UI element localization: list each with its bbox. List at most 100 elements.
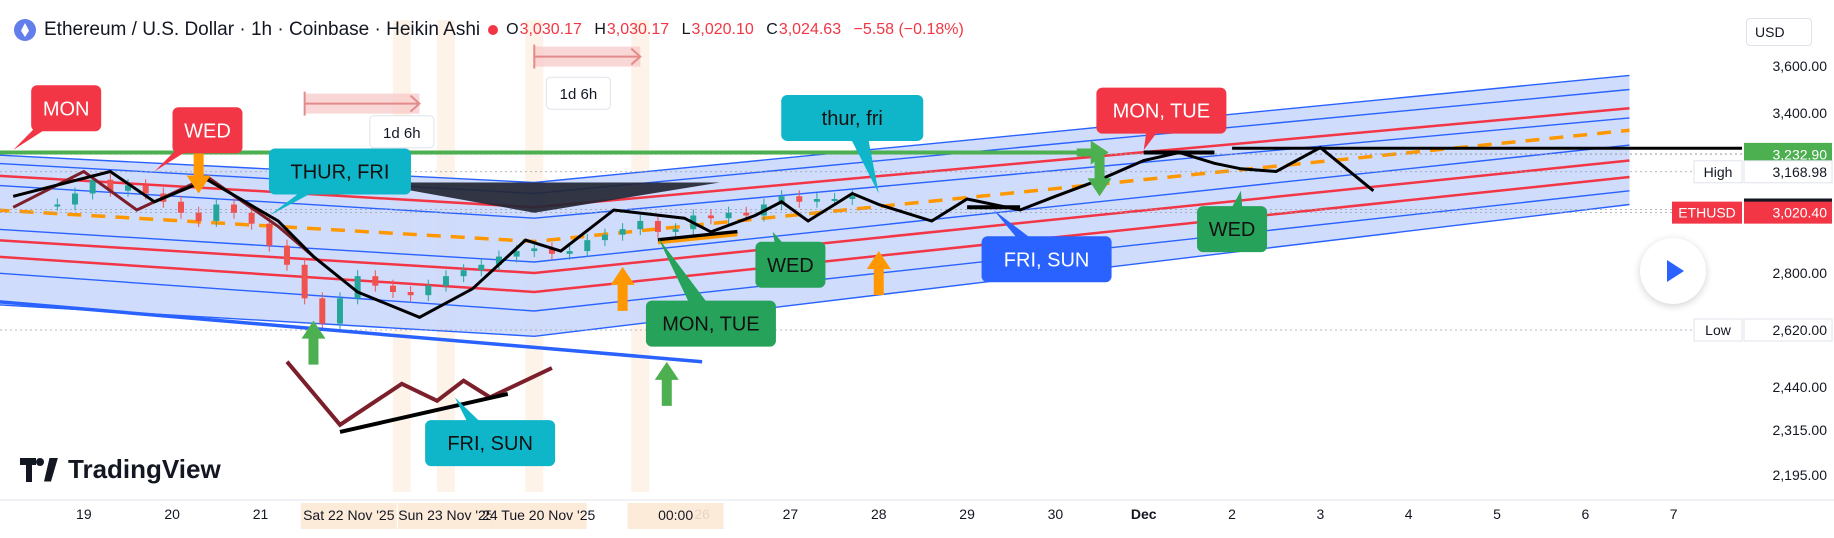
time-cursor-box	[300, 503, 397, 529]
callout-label: WED	[184, 120, 231, 142]
callout-box	[981, 236, 1112, 283]
price-tag	[1743, 160, 1833, 184]
callout-label: MON	[43, 98, 90, 120]
time-cursor-box	[397, 503, 494, 529]
price-tag-caption-box	[1693, 318, 1743, 342]
price-tag	[1743, 318, 1833, 342]
callout-box	[425, 420, 556, 467]
time-cursor-box	[490, 503, 587, 529]
callout-label: MON, TUE	[1113, 101, 1210, 123]
candle	[336, 298, 343, 324]
candle	[813, 199, 820, 202]
candle	[407, 292, 414, 296]
candle	[743, 212, 750, 216]
candle	[495, 256, 502, 265]
measure-label: 1d 6h	[369, 115, 435, 149]
price-axis-bg	[1742, 0, 1834, 520]
tradingview-logo[interactable]: TradingView	[20, 454, 221, 485]
arrow-right	[1076, 140, 1109, 165]
low-label: L	[681, 21, 691, 38]
price-tag-caption-box	[1672, 201, 1742, 224]
tradingview-mark-icon	[20, 457, 60, 482]
callout-pointer	[269, 171, 352, 216]
x-tick-label: 5	[1493, 506, 1501, 522]
play-button[interactable]	[1640, 238, 1706, 304]
callout-box	[172, 107, 243, 154]
x-tick-label: Dec	[1131, 506, 1157, 522]
candle	[248, 212, 255, 224]
measure-range-arrow	[409, 94, 421, 113]
price-tag	[1744, 143, 1832, 166]
x-tick-label: 7	[1670, 506, 1678, 522]
x-tick-label: 20	[164, 506, 180, 522]
callout-box	[645, 300, 776, 347]
price-tag-caption: ETHUSD	[1678, 205, 1736, 221]
arrow-up	[866, 251, 891, 295]
y-tick-label: 2,440.00	[1773, 379, 1828, 395]
candle	[213, 204, 220, 221]
high-value: 3,030.17	[606, 21, 670, 38]
ohlc-readout: O3,030.17 H3,030.17 L3,020.10 C3,024.63 …	[506, 21, 972, 39]
y-tick-label: 2,195.00	[1773, 467, 1828, 483]
candle	[177, 201, 184, 213]
callout-label: THUR, FRI	[291, 162, 390, 184]
measure-label-text: 1d 6h	[383, 125, 421, 142]
callout-box	[1096, 87, 1227, 134]
high-label: H	[594, 21, 606, 38]
arrow-up	[610, 266, 635, 311]
callout-box	[31, 85, 102, 132]
measure-range-arrow	[630, 47, 642, 66]
annotation-path-orange	[657, 233, 738, 245]
candle	[548, 248, 555, 254]
candle	[849, 196, 856, 199]
x-tick-label: 21	[253, 506, 269, 522]
callout-pointer	[993, 210, 1059, 260]
symbol-title[interactable]: Ethereum / U.S. Dollar · 1h · Coinbase ·…	[44, 19, 481, 40]
candle	[230, 204, 237, 213]
candle	[89, 179, 96, 194]
low-value: 3,020.10	[691, 21, 754, 38]
callout-box	[1197, 206, 1268, 253]
channel-band	[0, 75, 1630, 337]
arrow-down	[1087, 156, 1112, 197]
ethereum-logo-icon	[14, 19, 36, 41]
blue-support-line	[0, 300, 703, 364]
candle	[124, 185, 131, 191]
callout-label: WED	[1209, 219, 1256, 241]
candle	[372, 276, 379, 286]
arrow-up	[301, 320, 326, 365]
annotation-path-black	[657, 229, 738, 243]
candle	[672, 229, 679, 232]
change-value: −5.58 (−0.18%)	[853, 21, 964, 38]
x-tick-label: 19	[76, 506, 92, 522]
price-tag-value: 3,168.98	[1773, 164, 1828, 180]
price-tag-caption: High	[1704, 164, 1733, 180]
callout-label: FRI, SUN	[447, 433, 533, 455]
candle	[54, 204, 61, 207]
callout-label: FRI, SUN	[1004, 249, 1090, 271]
candle	[584, 240, 591, 252]
arrow-up	[654, 361, 679, 406]
time-cursor-label: 00:00	[658, 507, 693, 523]
callout-label: WED	[767, 255, 814, 277]
channel-line-blue	[0, 144, 1630, 263]
close-value: 3,024.63	[778, 21, 842, 38]
dark-wedge	[366, 182, 720, 213]
market-status-icon	[488, 25, 499, 35]
currency-button[interactable]: USD	[1746, 18, 1812, 46]
measure-label-box	[545, 76, 611, 110]
price-tag-value: 3,020.40	[1773, 205, 1828, 221]
x-tick-label: 28	[871, 506, 887, 522]
candle	[619, 229, 626, 235]
annotation-path-black	[339, 391, 509, 434]
channel-line-blue	[0, 117, 1630, 219]
callout-pointer	[13, 108, 79, 151]
x-tick-label: 27	[783, 506, 799, 522]
candle	[425, 285, 432, 296]
price-tag-value: 2,620.00	[1773, 322, 1828, 338]
candle	[442, 276, 449, 286]
x-tick-label: 6	[1581, 506, 1589, 522]
callout-box	[755, 241, 826, 288]
